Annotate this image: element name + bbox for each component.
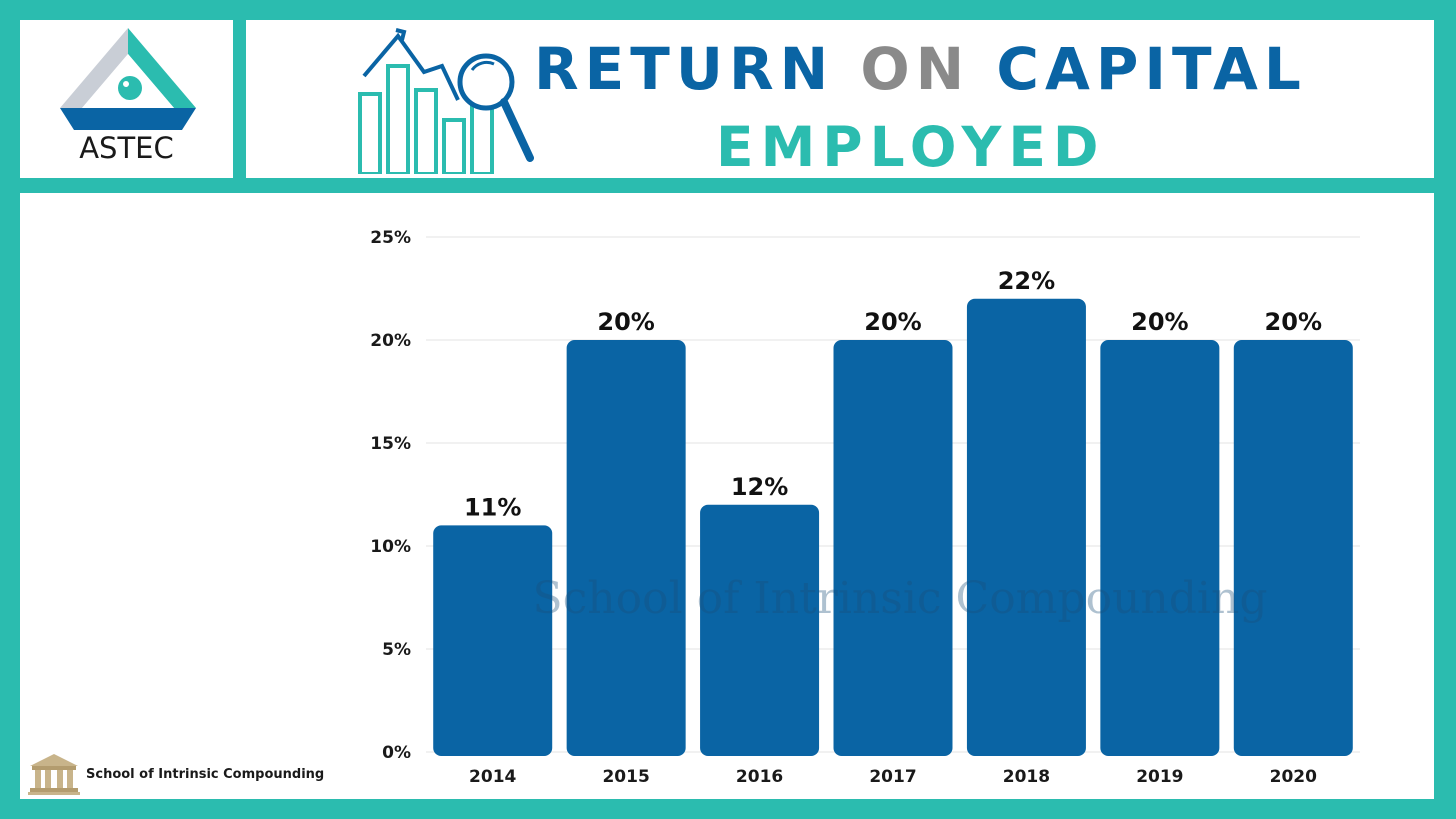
data-label: 12% bbox=[731, 473, 788, 501]
title-word-on: ON bbox=[860, 35, 971, 103]
data-label: 22% bbox=[998, 267, 1055, 295]
data-label: 20% bbox=[1265, 308, 1322, 336]
y-tick-label: 20% bbox=[370, 331, 411, 351]
title-panel: RETURN ON CAPITAL EMPLOYED bbox=[246, 20, 1434, 178]
footer-text: School of Intrinsic Compounding bbox=[86, 766, 325, 782]
astec-logo-icon bbox=[60, 28, 196, 130]
y-tick-label: 5% bbox=[382, 640, 411, 660]
y-tick-label: 25% bbox=[370, 228, 411, 248]
page-title-line-2: EMPLOYED bbox=[716, 115, 1106, 179]
bar-2017 bbox=[833, 340, 953, 756]
bar-2019 bbox=[1100, 340, 1220, 756]
page-title-line-1: RETURN ON CAPITAL bbox=[534, 40, 1307, 98]
bar-2016 bbox=[700, 504, 820, 756]
title-word-capital: CAPITAL bbox=[996, 35, 1307, 103]
x-tick-label: 2020 bbox=[1270, 767, 1317, 787]
y-axis: 0% 5% 10% 15% 20% 25% bbox=[370, 228, 411, 763]
title-word-return: RETURN bbox=[534, 35, 835, 103]
bar-2018 bbox=[966, 298, 1086, 756]
data-label: 20% bbox=[597, 308, 654, 336]
data-label: 20% bbox=[864, 308, 921, 336]
x-tick-label: 2015 bbox=[602, 767, 649, 787]
data-label: 11% bbox=[464, 493, 521, 521]
x-tick-label: 2019 bbox=[1136, 767, 1183, 787]
x-tick-label: 2017 bbox=[869, 767, 916, 787]
data-label: 20% bbox=[1131, 308, 1188, 336]
x-tick-label: 2016 bbox=[736, 767, 783, 787]
bar-2020 bbox=[1233, 340, 1353, 756]
y-tick-label: 0% bbox=[382, 743, 411, 763]
bars-layer bbox=[433, 298, 1353, 756]
watermark: School of Intrinsic Compounding bbox=[532, 573, 1267, 624]
x-tick-label: 2018 bbox=[1003, 767, 1050, 787]
x-axis: 2014 2015 2016 2017 2018 2019 2020 bbox=[469, 767, 1317, 787]
bar-chart-magnifier-icon bbox=[358, 28, 534, 174]
footer-brand: School of Intrinsic Compounding bbox=[26, 751, 324, 797]
school-building-icon bbox=[28, 754, 80, 795]
y-tick-label: 15% bbox=[370, 434, 411, 454]
roce-bar-chart: School of Intrinsic Compounding 11% 20% 12… bbox=[370, 228, 1360, 787]
brand-name: ASTEC bbox=[79, 131, 174, 165]
bar-2015 bbox=[566, 340, 686, 756]
chart-panel: School of Intrinsic Compounding 11% 20% 12… bbox=[20, 193, 1434, 799]
x-tick-label: 2014 bbox=[469, 767, 516, 787]
y-tick-label: 10% bbox=[370, 537, 411, 557]
data-labels-layer: 11% 20% 12% 20% 22% 20% 20% bbox=[464, 267, 1322, 522]
logo-panel: ASTEC bbox=[20, 20, 233, 178]
bar-2014 bbox=[433, 525, 553, 756]
